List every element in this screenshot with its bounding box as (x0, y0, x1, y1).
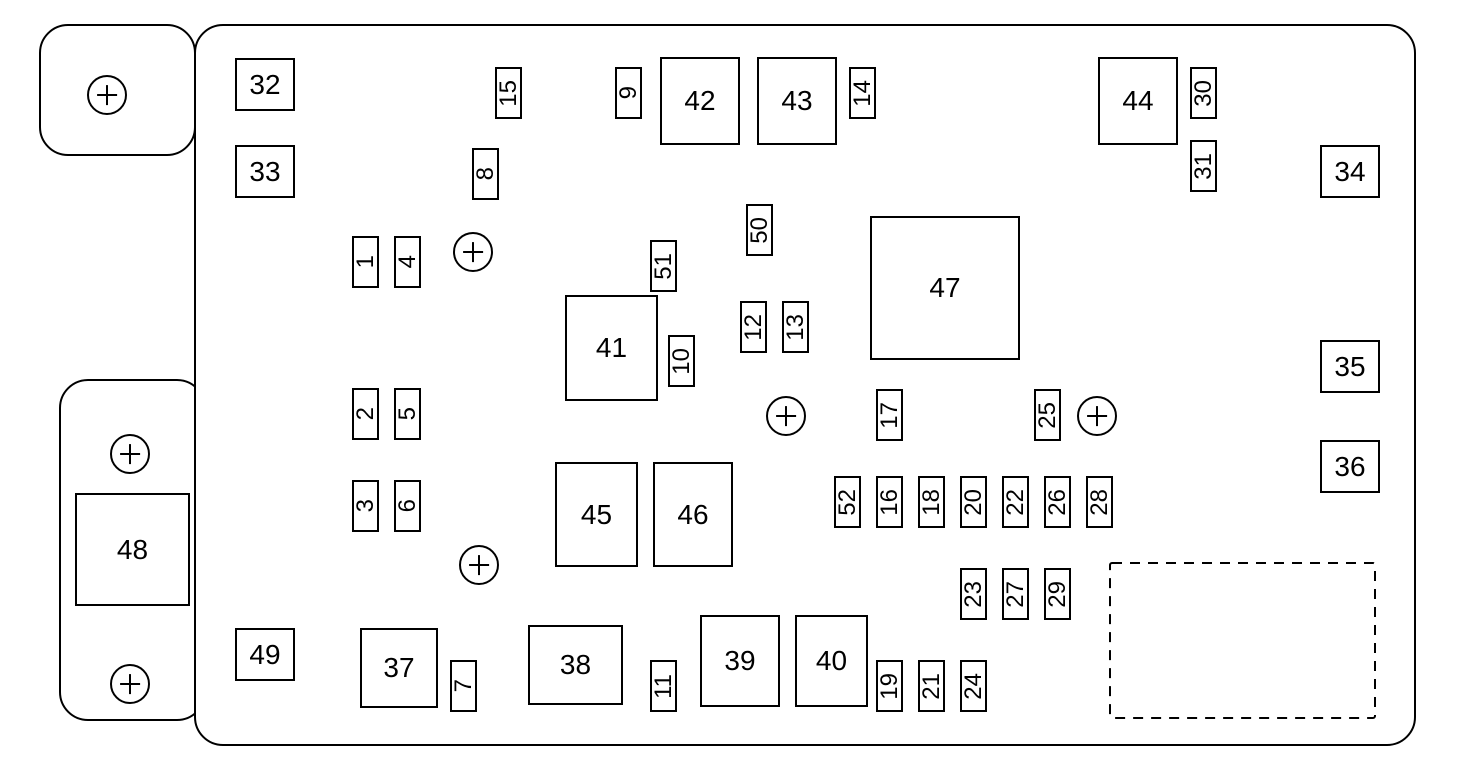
panel-fuse48-holder (60, 380, 205, 720)
fuse-box-diagram: 1234567891011121314151617181920212223242… (0, 0, 1464, 778)
panel-tab-top (40, 25, 195, 155)
panel-outlines (0, 0, 1464, 778)
panel-main-board (195, 25, 1415, 745)
